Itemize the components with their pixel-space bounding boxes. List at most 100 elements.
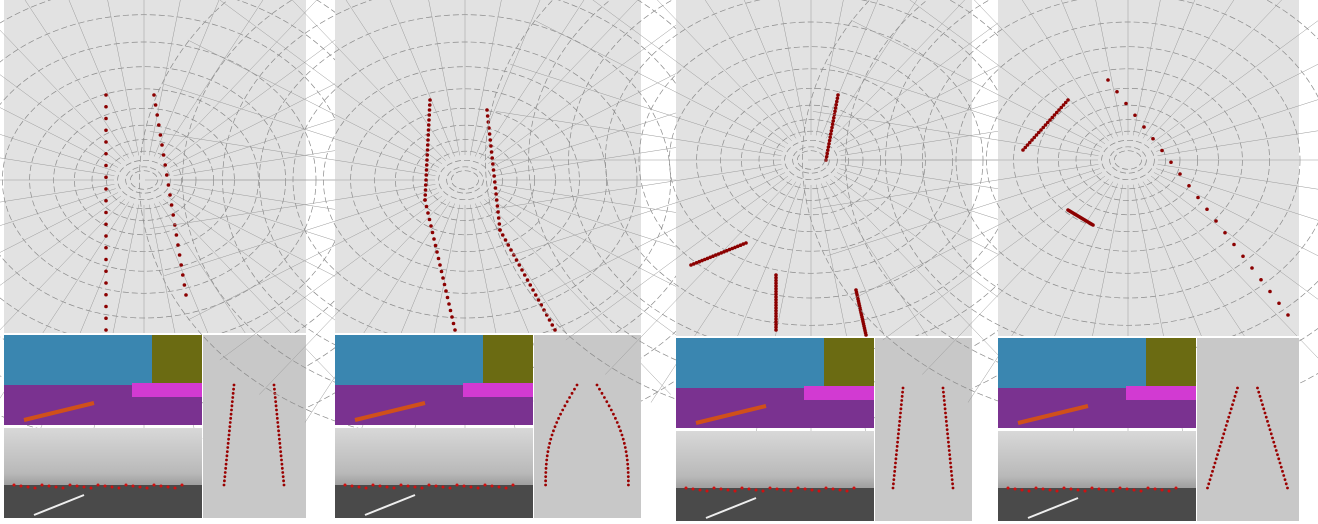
- bev-point: [573, 388, 576, 391]
- bev-point: [544, 484, 547, 487]
- lane-point: [432, 237, 436, 241]
- bev-point: [231, 400, 234, 403]
- bev-point: [544, 479, 547, 482]
- lane-point: [504, 238, 508, 242]
- bev-point: [895, 453, 898, 456]
- lane-point: [152, 93, 156, 97]
- bev-point: [608, 404, 611, 407]
- bev-point: [231, 396, 234, 399]
- camera-point: [365, 487, 368, 490]
- lane-point: [494, 186, 498, 190]
- bev-point: [551, 434, 554, 437]
- lane-point: [425, 168, 429, 172]
- lane-point: [104, 164, 108, 168]
- bev-point: [275, 404, 278, 407]
- camera-point: [477, 487, 480, 490]
- lane-point: [163, 163, 167, 167]
- bev-point: [226, 450, 229, 453]
- bev-point: [545, 463, 548, 466]
- lane-point: [157, 123, 161, 127]
- bev-point: [555, 421, 558, 424]
- bev-point: [1225, 424, 1228, 427]
- lane-point: [104, 246, 108, 250]
- bev-point: [1219, 445, 1222, 448]
- seg-veg: [1146, 338, 1196, 388]
- lane-point: [441, 276, 445, 280]
- lane-point: [528, 283, 532, 287]
- lane-point: [425, 158, 429, 162]
- lane-point: [828, 135, 832, 139]
- bev-point: [1270, 432, 1273, 435]
- bev-point: [227, 438, 230, 441]
- lane-point: [553, 328, 557, 332]
- lane-point: [426, 143, 430, 147]
- bev-point: [1285, 482, 1288, 485]
- bev-point: [951, 482, 954, 485]
- point-cloud-bg: [998, 0, 1299, 336]
- lane-point: [165, 173, 169, 177]
- lane-point: [427, 118, 431, 122]
- bev-point: [225, 463, 228, 466]
- lane-point: [1205, 207, 1209, 211]
- bev-point: [947, 437, 950, 440]
- lane-point: [830, 129, 834, 133]
- camera-point: [393, 487, 396, 490]
- lane-point: [531, 288, 535, 292]
- camera-point: [111, 486, 114, 489]
- bev-point: [282, 475, 285, 478]
- camera-point: [1147, 487, 1150, 490]
- camera-point: [776, 488, 779, 491]
- bev-point: [1231, 403, 1234, 406]
- lane-point: [494, 192, 498, 196]
- lane-point: [485, 108, 489, 112]
- bev-point: [1206, 487, 1209, 490]
- bev-point: [900, 407, 903, 410]
- lane-point: [175, 233, 179, 237]
- lane-point: [424, 178, 428, 182]
- bev-point: [950, 470, 953, 473]
- lane-point: [495, 198, 499, 202]
- camera-point: [153, 484, 156, 487]
- bev-point: [278, 442, 281, 445]
- bev-point: [627, 471, 630, 474]
- bev-point: [544, 475, 547, 478]
- camera-point: [358, 486, 361, 489]
- bev-point: [1267, 424, 1270, 427]
- bev-point: [901, 391, 904, 394]
- camera-point: [713, 487, 716, 490]
- camera-point: [351, 485, 354, 488]
- lane-point: [831, 122, 835, 126]
- bev-point: [945, 416, 948, 419]
- camera-point: [1168, 490, 1171, 493]
- lane-point: [774, 328, 778, 332]
- lane-point: [423, 198, 427, 202]
- lane-point: [104, 152, 108, 156]
- camera-point: [1049, 489, 1052, 492]
- lane-point: [155, 113, 159, 117]
- bev-point: [947, 445, 950, 448]
- bev-point: [547, 446, 550, 449]
- camera-point: [414, 486, 417, 489]
- bev-point: [1261, 403, 1264, 406]
- camera-point: [1133, 489, 1136, 492]
- lane-point: [492, 168, 496, 172]
- lane-point: [104, 269, 108, 273]
- lane-point: [104, 211, 108, 215]
- camera-point: [1007, 487, 1010, 490]
- lane-point: [834, 106, 838, 110]
- bev-point: [226, 454, 229, 457]
- lane-point: [104, 328, 108, 332]
- lane-point: [435, 250, 439, 254]
- camera-point: [139, 486, 142, 489]
- camera-point: [832, 488, 835, 491]
- bev-point: [621, 434, 624, 437]
- bev-point: [944, 412, 947, 415]
- bev-point: [897, 437, 900, 440]
- camera-point: [372, 484, 375, 487]
- bev-point: [224, 467, 227, 470]
- seg-walk: [804, 386, 874, 400]
- lane-point: [425, 163, 429, 167]
- lane-point: [537, 298, 541, 302]
- camera-point: [1056, 490, 1059, 493]
- lane-point: [515, 258, 519, 262]
